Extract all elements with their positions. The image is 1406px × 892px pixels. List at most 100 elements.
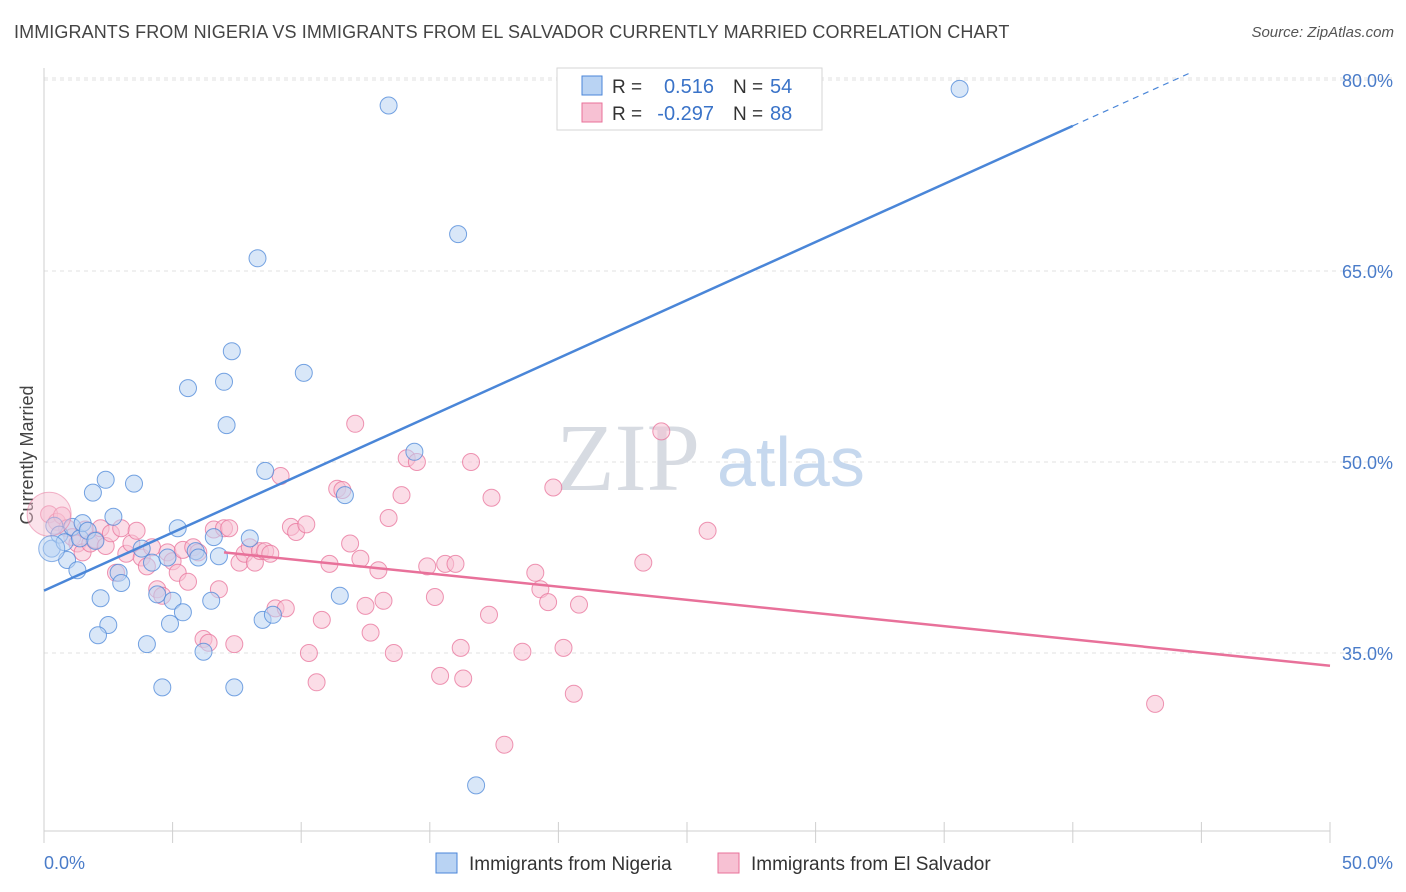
stats-n-value-el-salvador: 88 bbox=[770, 103, 792, 125]
point-nigeria-13 bbox=[96, 470, 115, 489]
point-nigeria-18 bbox=[89, 626, 107, 645]
y-tick-label-35: 35.0% bbox=[1342, 644, 1393, 664]
point-nigeria-52 bbox=[467, 776, 486, 795]
chart-title: IMMIGRANTS FROM NIGERIA VS IMMIGRANTS FR… bbox=[14, 22, 1010, 42]
point-el-salvador-50 bbox=[299, 644, 318, 662]
watermark: ZIP atlas bbox=[556, 404, 865, 511]
point-nigeria-50 bbox=[405, 442, 424, 461]
point-el-salvador-68 bbox=[418, 557, 437, 576]
point-nigeria-32 bbox=[189, 548, 208, 567]
y-axis-label: Currently Married bbox=[17, 385, 37, 524]
legend-label-nigeria: Immigrants from Nigeria bbox=[469, 854, 672, 875]
x-ticks bbox=[43, 822, 1331, 843]
point-el-salvador-27 bbox=[179, 572, 197, 591]
point-nigeria-17 bbox=[112, 574, 131, 592]
point-el-salvador-90 bbox=[1146, 694, 1165, 713]
point-el-salvador-51 bbox=[307, 673, 326, 692]
point-el-salvador-63 bbox=[379, 509, 398, 527]
point-nigeria-45 bbox=[263, 605, 282, 624]
point-el-salvador-61 bbox=[369, 561, 388, 580]
trend-line-nigeria bbox=[43, 124, 1074, 592]
stats-n-value-nigeria: 54 bbox=[770, 76, 792, 98]
point-el-salvador-36 bbox=[225, 635, 244, 654]
point-el-salvador-62 bbox=[374, 591, 393, 610]
y-tick-label-65: 65.0% bbox=[1342, 262, 1393, 282]
point-nigeria-30 bbox=[179, 379, 197, 398]
legend-label-el-salvador: Immigrants from El Salvador bbox=[751, 854, 991, 875]
point-nigeria-37 bbox=[215, 372, 233, 391]
point-nigeria-49 bbox=[379, 96, 398, 115]
stats-legend: R = 0.516 N = 54 R = -0.297 N = 88 bbox=[556, 67, 823, 131]
point-nigeria-33 bbox=[194, 642, 213, 661]
point-nigeria-24 bbox=[153, 678, 172, 697]
point-nigeria-23 bbox=[148, 585, 167, 604]
point-el-salvador-56 bbox=[341, 534, 360, 553]
point-nigeria-51 bbox=[449, 225, 468, 244]
point-nigeria-36 bbox=[209, 547, 228, 566]
point-nigeria-38 bbox=[217, 416, 236, 435]
point-el-salvador-84 bbox=[554, 638, 573, 657]
point-nigeria-48 bbox=[335, 486, 354, 505]
stats-r-label-el-salvador: R = bbox=[612, 104, 642, 125]
series-legend: Immigrants from Nigeria Immigrants from … bbox=[435, 852, 991, 875]
point-nigeria-41 bbox=[240, 529, 259, 548]
source-label: Source: ZipAtlas.com bbox=[1251, 24, 1394, 41]
point-nigeria-15 bbox=[104, 507, 123, 526]
point-el-salvador-72 bbox=[446, 554, 465, 573]
point-el-salvador-49 bbox=[297, 515, 316, 534]
stats-swatch-el-salvador bbox=[581, 102, 603, 123]
point-nigeria-21 bbox=[137, 635, 156, 654]
stats-n-label-el-salvador: N = bbox=[733, 104, 763, 125]
point-nigeria-12 bbox=[91, 589, 110, 608]
point-el-salvador-77 bbox=[480, 605, 498, 624]
point-nigeria-53 bbox=[950, 79, 969, 98]
point-el-salvador-88 bbox=[652, 422, 671, 441]
point-el-salvador-69 bbox=[425, 588, 444, 606]
watermark-zip: ZIP bbox=[556, 404, 700, 511]
watermark-atlas: atlas bbox=[717, 423, 865, 501]
point-nigeria-47 bbox=[330, 586, 349, 605]
point-nigeria-34 bbox=[202, 591, 221, 610]
point-nigeria-22 bbox=[143, 553, 161, 572]
point-el-salvador-57 bbox=[346, 414, 365, 433]
point-el-salvador-73 bbox=[451, 638, 470, 657]
point-el-salvador-52 bbox=[312, 610, 331, 629]
point-el-salvador-60 bbox=[361, 623, 380, 642]
trend-line-el-salvador bbox=[223, 551, 1331, 667]
point-el-salvador-86 bbox=[570, 595, 588, 614]
point-el-salvador-cluster bbox=[26, 491, 72, 537]
point-nigeria-19 bbox=[125, 474, 143, 493]
trend-line-nigeria-extension bbox=[1072, 73, 1189, 127]
point-nigeria-39 bbox=[222, 342, 241, 361]
point-el-salvador-70 bbox=[431, 666, 450, 685]
point-el-salvador-78 bbox=[495, 735, 514, 754]
data-points bbox=[26, 79, 1165, 795]
stats-r-label-nigeria: R = bbox=[612, 77, 642, 98]
x-tick-label-max: 50.0% bbox=[1342, 853, 1393, 873]
point-nigeria-27 bbox=[163, 591, 182, 610]
point-nigeria-42 bbox=[248, 249, 267, 268]
point-nigeria-40 bbox=[225, 678, 244, 697]
stats-r-value-el-salvador: -0.297 bbox=[657, 103, 714, 125]
point-el-salvador-85 bbox=[564, 684, 583, 703]
point-el-salvador-87 bbox=[634, 553, 653, 572]
point-nigeria-29 bbox=[173, 603, 192, 622]
point-el-salvador-80 bbox=[526, 563, 545, 582]
point-el-salvador-76 bbox=[482, 488, 501, 507]
point-nigeria-35 bbox=[204, 528, 223, 547]
point-el-salvador-64 bbox=[384, 644, 403, 662]
stats-r-value-nigeria: 0.516 bbox=[664, 76, 714, 98]
trend-lines bbox=[43, 73, 1331, 667]
legend-swatch-nigeria bbox=[435, 852, 458, 874]
point-el-salvador-83 bbox=[544, 478, 563, 497]
point-el-salvador-17 bbox=[127, 521, 146, 540]
stats-n-label-nigeria: N = bbox=[733, 77, 763, 98]
point-el-salvador-89 bbox=[698, 521, 717, 540]
point-nigeria-10 bbox=[83, 483, 102, 502]
point-nigeria-44 bbox=[256, 461, 275, 480]
point-el-salvador-59 bbox=[356, 596, 375, 615]
point-el-salvador-43 bbox=[261, 544, 280, 563]
legend-swatch-el-salvador bbox=[717, 852, 740, 874]
point-nigeria-25 bbox=[158, 548, 177, 567]
